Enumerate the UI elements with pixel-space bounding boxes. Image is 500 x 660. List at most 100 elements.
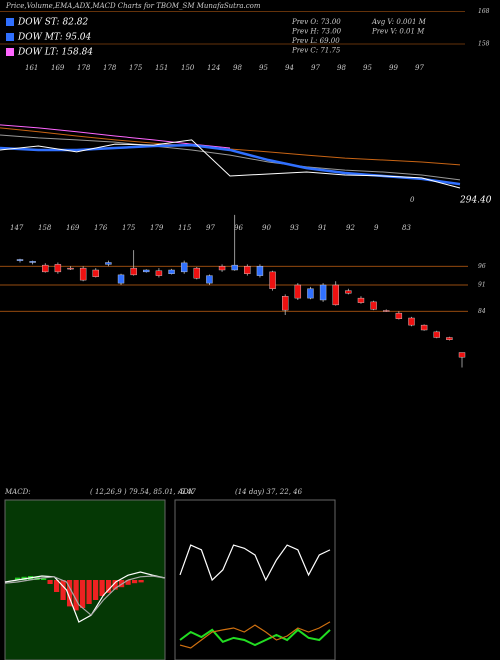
- legend-swatch: [6, 48, 14, 56]
- candle-body: [408, 317, 415, 326]
- title: Price,Volume,EMA,ADX,MACD Charts for TBO…: [5, 2, 261, 10]
- histogram-bar: [112, 580, 118, 590]
- level-number: 169: [66, 224, 80, 232]
- level-number: 175: [129, 64, 143, 72]
- stat: Prev V: 0.01 M: [371, 28, 425, 36]
- histogram-bar: [67, 580, 73, 607]
- candle-body: [54, 264, 62, 273]
- level-number: 175: [122, 224, 136, 232]
- level-number: 92: [346, 224, 355, 232]
- level-number: 161: [25, 64, 38, 72]
- panel-subtitle: (14 day) 37, 22, 46: [235, 488, 303, 496]
- stat: Prev C: 71.75: [291, 47, 341, 55]
- candle-body: [458, 352, 466, 358]
- level-number: 96: [234, 224, 243, 232]
- histogram-bar: [132, 580, 138, 584]
- candle-body: [29, 261, 36, 263]
- candle-body: [345, 290, 352, 294]
- candle-body: [206, 275, 213, 284]
- panel: [174, 499, 336, 660]
- level-number: 91: [318, 224, 327, 232]
- line-series: [4, 571, 166, 623]
- histogram-bar: [106, 580, 112, 593]
- level-number: 179: [150, 224, 164, 232]
- line-series: [179, 628, 331, 647]
- histogram-bar: [138, 580, 144, 583]
- candle-body: [67, 267, 74, 270]
- level-number: 176: [94, 224, 108, 232]
- level-number: 9: [374, 224, 379, 232]
- panel-title: MACD:: [4, 488, 31, 496]
- histogram-bar: [73, 580, 79, 611]
- histogram-bar: [99, 580, 105, 596]
- level-number: 115: [178, 224, 192, 232]
- level-number: 95: [259, 64, 268, 72]
- candle-body: [180, 262, 188, 273]
- level-number: 178: [103, 64, 117, 72]
- histogram-bar: [86, 580, 92, 604]
- candle-body: [282, 296, 289, 311]
- level-number: 90: [262, 224, 271, 232]
- histogram-bar: [93, 580, 99, 600]
- candle-body: [42, 264, 49, 273]
- candle-body: [244, 266, 251, 274]
- candle-body: [92, 269, 99, 277]
- level-number: 158: [38, 224, 52, 232]
- candle-body: [79, 267, 87, 281]
- level-number: 83: [402, 224, 411, 232]
- candle-body: [193, 267, 201, 279]
- candle-body: [357, 297, 365, 303]
- stat: Prev L: 69.00: [291, 37, 340, 45]
- level-number: 97: [311, 64, 320, 72]
- candle-body: [307, 288, 314, 299]
- candle-body: [446, 337, 453, 340]
- candle-body: [319, 284, 327, 301]
- level-number: 99: [389, 64, 398, 72]
- candle-body: [105, 262, 112, 265]
- candle-body: [231, 264, 238, 271]
- level-number: 124: [207, 64, 220, 72]
- level-number: 169: [51, 64, 65, 72]
- level-number: 94: [285, 64, 294, 72]
- candle-body: [155, 270, 163, 276]
- candle-body: [168, 269, 175, 274]
- candle-body: [130, 267, 137, 276]
- level-number: 147: [10, 224, 24, 232]
- candle-body: [143, 269, 150, 273]
- y-tick-label: 158: [478, 41, 490, 48]
- histogram-bar: [60, 580, 66, 600]
- line-series: [4, 575, 166, 617]
- candle-body: [395, 312, 403, 319]
- candle-body: [433, 331, 440, 338]
- candle-body: [420, 324, 428, 331]
- histogram-bar: [15, 577, 21, 580]
- level-number: 97: [415, 64, 424, 72]
- y-tick-label: 96: [478, 263, 486, 270]
- level-number: 178: [77, 64, 91, 72]
- legend-swatch: [6, 33, 14, 41]
- legend-label: DOW MT: 95.04: [17, 33, 92, 43]
- candle-body: [117, 274, 125, 284]
- line-series: [0, 134, 461, 181]
- candle-body: [218, 266, 226, 271]
- panel-subtitle: ( 12,26,9 ) 79.54, 85.01, -5.47: [90, 488, 196, 496]
- histogram-bar: [80, 580, 86, 608]
- annotation: 0: [410, 196, 415, 204]
- candle-body: [16, 259, 24, 261]
- price-label: 294.40: [459, 196, 492, 206]
- line-series: [0, 127, 461, 166]
- histogram-bar: [47, 580, 53, 584]
- level-number: 151: [155, 64, 168, 72]
- legend-label: DOW LT: 158.84: [17, 48, 93, 58]
- level-number: 150: [181, 64, 195, 72]
- level-number: 93: [290, 224, 299, 232]
- line-series: [179, 621, 331, 649]
- candle-body: [332, 284, 339, 306]
- level-number: 95: [363, 64, 372, 72]
- line-series: [179, 544, 331, 582]
- candle-body: [370, 301, 377, 310]
- stat: Prev O: 73.00: [291, 18, 341, 26]
- candle-body: [256, 266, 264, 276]
